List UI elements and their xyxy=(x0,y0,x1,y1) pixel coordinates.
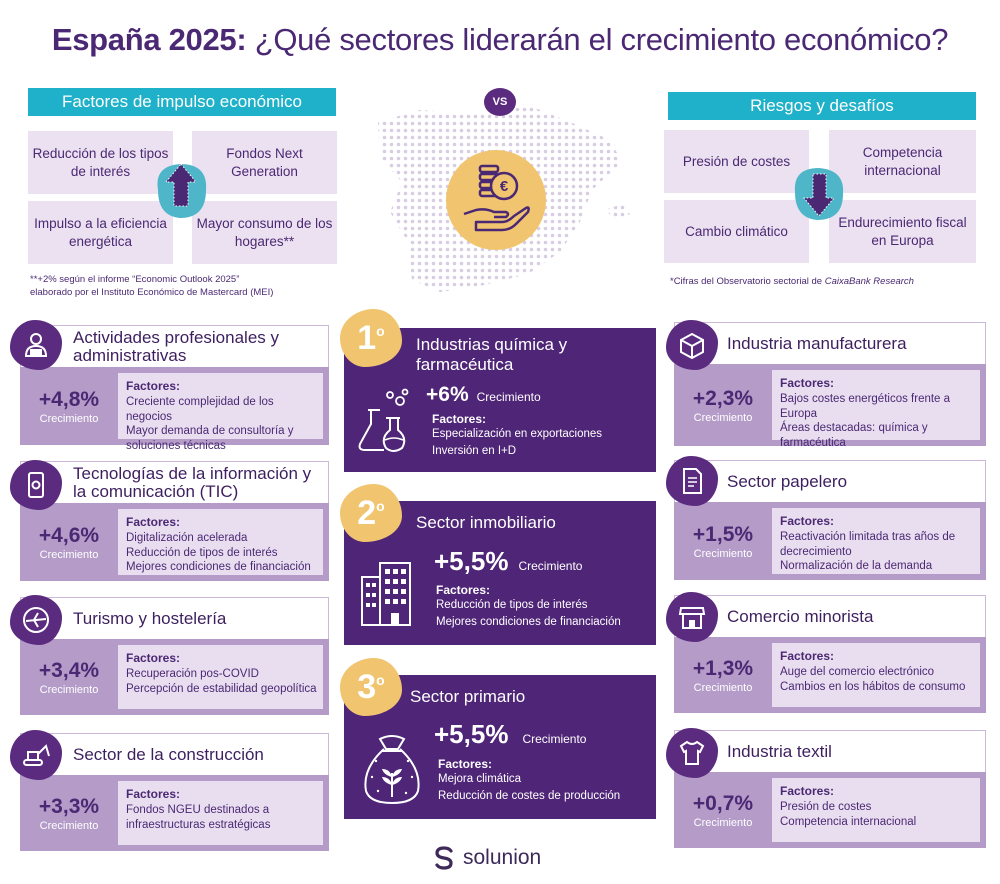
factor-item: Bajos costes energéticos frente a Europa xyxy=(780,392,951,420)
arrow-down-icon xyxy=(789,164,849,224)
paper-document-icon xyxy=(666,456,718,506)
top1-growth-value: +6% xyxy=(426,383,469,406)
factor-item: Mayor demanda de consultoría y solucione… xyxy=(126,425,294,453)
excavator-icon xyxy=(10,730,62,780)
factor-item: Inversión en I+D xyxy=(432,445,517,458)
svg-text:€: € xyxy=(500,178,509,195)
factor-item: Fondos NGEU destinados a infraestructura… xyxy=(126,803,271,831)
factor-item: Digitalización acelerada xyxy=(126,531,248,544)
factor-item: Creciente complejidad de los negocios xyxy=(126,395,274,423)
top3-growth-value: +5,5% xyxy=(434,719,509,749)
growth-value: +1,3% xyxy=(692,656,754,680)
risks-footnote: *Cifras del Observatorio sectorial de Ca… xyxy=(670,276,914,287)
factor-item: Auge del comercio electrónico xyxy=(780,665,935,678)
sack-wheat-icon xyxy=(364,735,420,805)
growth-value: +1,5% xyxy=(692,522,754,546)
phone-gear-icon xyxy=(10,460,62,510)
sector-card-construction: Sector de la construcción +3,3% Crecimien… xyxy=(20,733,329,851)
sector-title: Industria textil xyxy=(674,730,986,772)
factory-box-icon xyxy=(666,320,718,370)
sector-title: Turismo y hostelería xyxy=(20,597,329,639)
sector-card-professional: Actividades profesionales y administrati… xyxy=(20,325,329,452)
factor-item: Mejora climática xyxy=(438,773,522,785)
factor-item: Recuperación pos-COVID xyxy=(126,667,259,680)
driver-next-generation: Fondos Next Generation xyxy=(192,131,337,194)
sector-card-manufacturing: Industria manufacturera +2,3% Crecimiento… xyxy=(674,322,986,449)
risks-heading: Riesgos y desafíos xyxy=(668,92,976,120)
top2-growth-value: +5,5% xyxy=(434,546,509,576)
factor-item: Áreas destacadas: química y farmacéutica xyxy=(780,422,928,450)
factor-item: Cambios en los hábitos de consumo xyxy=(780,680,966,693)
factor-item: Percepción de estabilidad geopolítica xyxy=(126,682,317,695)
growth-value: +3,3% xyxy=(38,794,100,818)
hand-euro-coins-icon: € xyxy=(446,150,546,250)
sector-title: Tecnologías de la información y la comun… xyxy=(20,461,329,503)
driver-energy-efficiency: Impulso a la eficiencia energética xyxy=(28,201,173,264)
factor-item: Mejores condiciones de financiación xyxy=(126,561,311,574)
factor-item: Reactivación limitada tras años de decre… xyxy=(780,530,956,558)
factor-item: Reducción de tipos de interés xyxy=(436,599,588,611)
factor-item: Especialización en exportaciones xyxy=(432,428,603,440)
top1-title: Industrias química y farmacéutica xyxy=(416,335,568,374)
risk-cost-pressure: Presión de costes xyxy=(664,130,809,193)
sector-title: Sector papelero xyxy=(674,460,986,502)
factor-item: Reducción de tipos de interés xyxy=(126,546,278,559)
risk-climate-change: Cambio climático xyxy=(664,200,809,263)
drivers-heading: Factores de impulso económico xyxy=(28,88,336,116)
factor-item: Normalización de la demanda xyxy=(780,560,933,573)
growth-value: +2,3% xyxy=(692,386,754,410)
risk-international-competition: Competencia internacional xyxy=(829,130,976,193)
sector-card-tourism: Turismo y hostelería +3,4% Crecimiento Fa… xyxy=(20,597,329,715)
sector-title: Sector de la construcción xyxy=(20,733,329,775)
page-title: España 2025: ¿Qué sectores liderarán el … xyxy=(51,22,949,57)
factor-item: Mejores condiciones de financiación xyxy=(436,616,621,629)
factor-item: Presión de costes xyxy=(780,800,872,813)
sector-title: Actividades profesionales y administrati… xyxy=(20,325,329,367)
sector-card-paper: Sector papelero +1,5% Crecimiento Factore… xyxy=(674,460,986,580)
building-icon xyxy=(361,562,411,626)
shop-icon xyxy=(666,592,718,642)
driver-interest-rates: Reducción de los tipos de interés xyxy=(28,131,173,194)
vs-badge: VS xyxy=(484,88,516,116)
sector-card-textile: Industria textil +0,7% Crecimiento Factor… xyxy=(674,730,986,848)
tshirt-icon xyxy=(666,728,718,778)
sector-title: Industria manufacturera xyxy=(674,322,986,364)
risk-fiscal-tightening: Endurecimiento fiscal en Europa xyxy=(829,200,976,263)
driver-household-consumption: Mayor consumo de los hogares** xyxy=(192,201,337,264)
top3-title: Sector primario xyxy=(410,687,526,706)
sector-title: Comercio minorista xyxy=(674,595,986,637)
sector-card-retail: Comercio minorista +1,3% Crecimiento Fact… xyxy=(674,595,986,713)
growth-value: +3,4% xyxy=(38,658,100,682)
flasks-icon xyxy=(358,388,409,452)
arrow-up-icon xyxy=(150,160,212,222)
growth-value: +4,6% xyxy=(38,523,100,547)
drivers-footnote: **+2% según el informe “Economic Outlook… xyxy=(30,274,274,298)
growth-value: +4,8% xyxy=(38,387,100,411)
sector-card-ict: Tecnologías de la información y la comun… xyxy=(20,461,329,581)
solunion-logo-icon xyxy=(435,846,453,870)
solunion-logo: solunion xyxy=(433,846,541,870)
top2-title: Sector inmobiliario xyxy=(416,513,556,532)
factor-item: Competencia internacional xyxy=(780,815,917,828)
growth-value: +0,7% xyxy=(692,791,754,815)
factor-item: Reducción de costes de producción xyxy=(438,790,621,803)
airplane-icon xyxy=(10,595,62,645)
person-laptop-icon xyxy=(10,320,62,370)
